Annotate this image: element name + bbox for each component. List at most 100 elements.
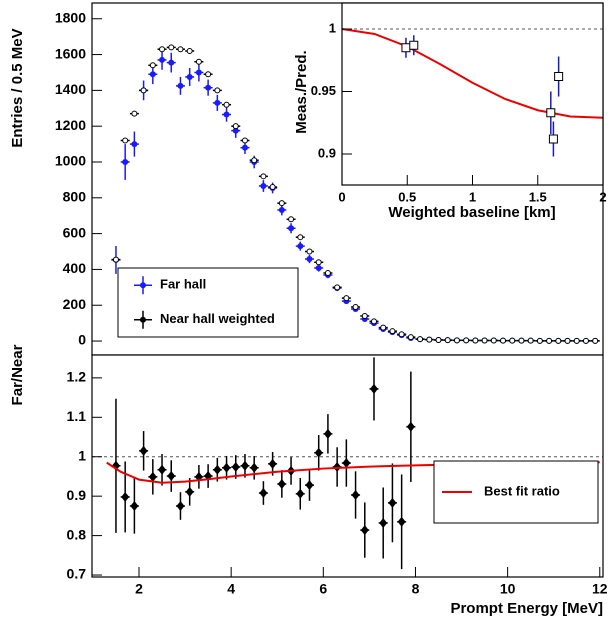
marker — [288, 225, 295, 232]
marker — [417, 336, 424, 343]
marker — [131, 141, 138, 148]
marker — [297, 234, 304, 241]
x-tick-label: 2 — [599, 189, 606, 204]
y-tick-label: 400 — [63, 260, 87, 276]
y-tick-label: 0.9 — [318, 145, 336, 160]
marker — [214, 99, 221, 106]
marker — [250, 462, 259, 473]
marker — [278, 200, 285, 207]
marker — [369, 383, 378, 394]
marker — [546, 108, 556, 118]
marker — [121, 491, 130, 502]
marker — [195, 58, 202, 65]
marker — [323, 428, 332, 439]
marker — [305, 480, 314, 491]
marker — [324, 269, 331, 276]
marker — [388, 497, 397, 508]
marker — [426, 336, 433, 343]
marker — [351, 489, 360, 500]
marker — [582, 337, 589, 344]
marker — [401, 43, 411, 53]
marker — [241, 137, 248, 144]
y-tick-label: 1.2 — [67, 369, 87, 385]
marker — [232, 123, 239, 130]
x-tick-label: 8 — [412, 581, 420, 597]
marker — [260, 173, 267, 180]
y-axis-label: Far/Near — [9, 344, 26, 405]
marker — [380, 324, 387, 331]
marker — [288, 216, 295, 223]
marker — [306, 256, 313, 263]
marker — [536, 337, 543, 344]
x-tick-label: 4 — [227, 581, 235, 597]
marker — [352, 304, 359, 311]
marker — [140, 87, 147, 94]
marker — [122, 158, 129, 165]
x-tick-label: 2 — [135, 581, 143, 597]
legend-label: Near hall weighted — [160, 311, 275, 326]
marker — [361, 312, 368, 319]
marker — [223, 111, 230, 118]
marker — [278, 206, 285, 213]
legend-label: Best fit ratio — [484, 483, 560, 498]
y-tick-label: 0 — [78, 332, 86, 348]
marker — [297, 243, 304, 250]
marker — [149, 71, 156, 78]
marker — [334, 284, 341, 291]
marker — [360, 525, 369, 536]
marker — [231, 461, 240, 472]
y-tick-label: 0.8 — [67, 526, 87, 542]
y-tick-label: 1800 — [55, 9, 86, 25]
x-tick-label: 10 — [500, 581, 516, 597]
y-tick-label: 1600 — [55, 45, 86, 61]
x-tick-label: 12 — [592, 581, 608, 597]
marker — [573, 337, 580, 344]
marker — [548, 134, 558, 144]
x-tick-label: 1.5 — [529, 189, 547, 204]
marker — [269, 184, 276, 191]
y-tick-label: 1000 — [55, 153, 86, 169]
y-tick-label: 1 — [329, 20, 336, 35]
fit-curve — [342, 28, 603, 119]
marker — [176, 501, 185, 512]
marker — [500, 337, 507, 344]
x-axis-label: Prompt Energy [MeV] — [450, 600, 603, 617]
marker — [251, 157, 258, 164]
marker — [435, 336, 442, 343]
x-tick-label: 0 — [338, 189, 345, 204]
marker — [240, 460, 249, 471]
marker — [130, 501, 139, 512]
legend-marker — [140, 282, 146, 289]
marker — [453, 337, 460, 344]
marker — [472, 337, 479, 344]
marker — [195, 69, 202, 76]
marker — [159, 46, 166, 53]
marker — [463, 337, 470, 344]
marker — [546, 337, 553, 344]
marker — [177, 82, 184, 89]
marker — [343, 295, 350, 302]
plot-area — [342, 28, 603, 157]
marker — [185, 486, 194, 497]
y-axis-label: Entries / 0.5 MeV — [9, 28, 26, 147]
plot-frame — [91, 354, 604, 578]
marker — [214, 87, 221, 94]
marker — [259, 488, 268, 499]
marker — [223, 101, 230, 108]
marker — [277, 478, 286, 489]
marker — [564, 337, 571, 344]
legend-box — [117, 267, 299, 338]
marker — [379, 517, 388, 528]
y-tick-label: 1200 — [55, 117, 86, 133]
plot-area — [111, 44, 600, 344]
y-tick-label: 1 — [78, 447, 86, 463]
marker — [315, 259, 322, 266]
x-tick-label: 0.5 — [398, 189, 416, 204]
marker — [444, 337, 451, 344]
marker — [555, 337, 562, 344]
x-tick-label: 1 — [469, 189, 476, 204]
y-axis-label: Meas./Pred. — [293, 50, 310, 133]
marker — [406, 421, 415, 432]
marker — [241, 144, 248, 151]
